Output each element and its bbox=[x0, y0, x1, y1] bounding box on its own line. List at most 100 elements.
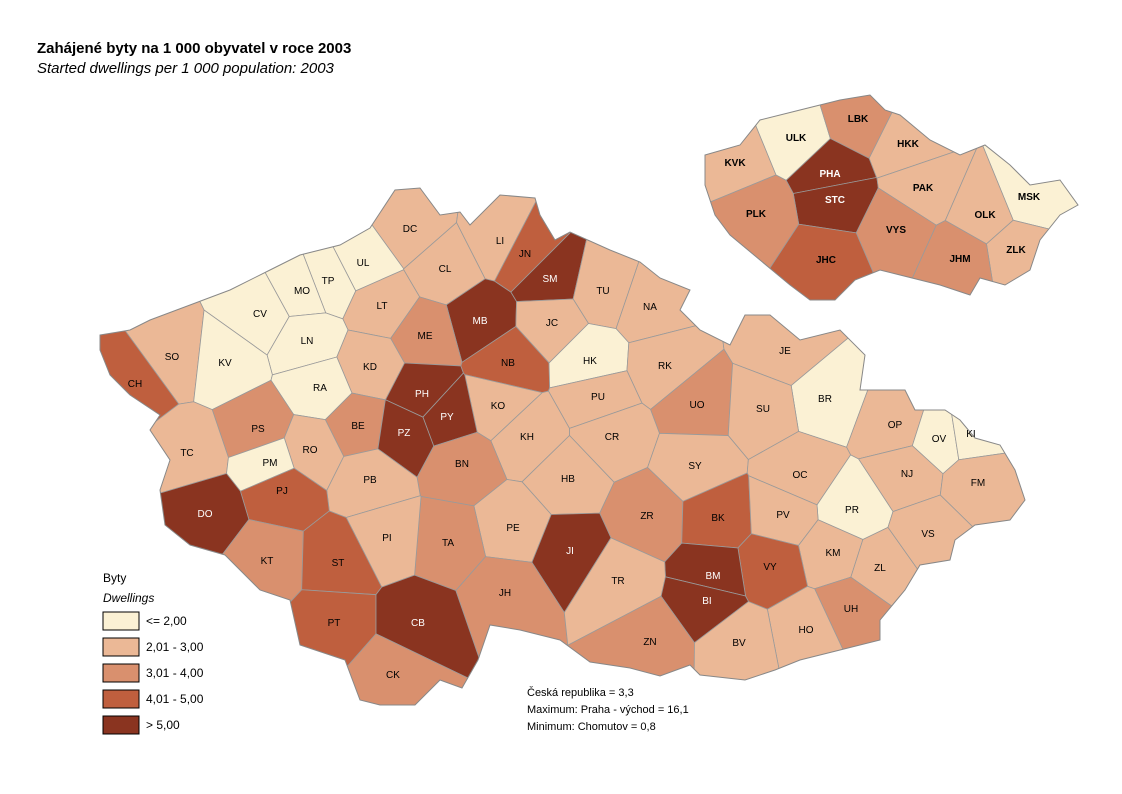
district-label: VYS bbox=[886, 225, 906, 236]
district-label: PB bbox=[363, 475, 377, 486]
district-label: VS bbox=[921, 529, 935, 540]
legend-swatch bbox=[102, 611, 140, 631]
district-label: MB bbox=[473, 316, 488, 327]
district-label: PT bbox=[328, 618, 341, 629]
district bbox=[986, 219, 1078, 300]
district-label: KM bbox=[826, 548, 841, 559]
district-label: OV bbox=[932, 434, 947, 445]
district-label: CK bbox=[386, 670, 400, 681]
district-label: CV bbox=[253, 309, 267, 320]
title: Zahájené byty na 1 000 obyvatel v roce 2… bbox=[37, 40, 351, 57]
district-label: PV bbox=[776, 510, 790, 521]
district-label: ME bbox=[418, 331, 433, 342]
legend-label: <= 2,00 bbox=[146, 614, 187, 628]
note: Česká republika = 3,3 bbox=[527, 686, 634, 699]
district-label: HKK bbox=[897, 139, 919, 150]
district-label: RA bbox=[313, 383, 327, 394]
legend: <= 2,00 2,01 - 3,00 3,01 - 4,00 4,01 - 5,00… bbox=[102, 611, 204, 735]
district-label: KVK bbox=[724, 158, 746, 169]
district-label: JHC bbox=[816, 255, 836, 266]
district-label: OLK bbox=[974, 210, 996, 221]
district-label: BR bbox=[818, 394, 832, 405]
district-label: PAK bbox=[913, 183, 934, 194]
legend-label: 2,01 - 3,00 bbox=[146, 640, 204, 654]
note: Maximum: Praha - východ = 16,1 bbox=[527, 704, 689, 716]
district-label: PU bbox=[591, 392, 605, 403]
subtitle: Started dwellings per 1 000 population: … bbox=[37, 60, 335, 77]
district-label: KT bbox=[261, 556, 274, 567]
district-label: ZR bbox=[640, 511, 653, 522]
district-label: BI bbox=[702, 596, 711, 607]
district-label: BE bbox=[351, 421, 365, 432]
district-label: OC bbox=[793, 470, 808, 481]
legend-label: 4,01 - 5,00 bbox=[146, 692, 204, 706]
legend-label: 3,01 - 4,00 bbox=[146, 666, 204, 680]
district-label: LI bbox=[496, 236, 504, 247]
district-label: JI bbox=[566, 546, 574, 557]
district-label: UO bbox=[690, 400, 705, 411]
district-label: PJ bbox=[276, 486, 288, 497]
district-label: KV bbox=[218, 358, 232, 369]
legend-title: Byty bbox=[103, 571, 126, 585]
district-label: NA bbox=[643, 302, 657, 313]
legend-label: > 5,00 bbox=[146, 718, 180, 732]
district-label: PR bbox=[845, 505, 859, 516]
district-label: SM bbox=[543, 274, 558, 285]
district-label: LT bbox=[377, 301, 388, 312]
district-label: SO bbox=[165, 352, 180, 363]
district-label: JN bbox=[519, 249, 531, 260]
district-label: NJ bbox=[901, 469, 913, 480]
district-label: JHM bbox=[949, 254, 970, 265]
district-label: TA bbox=[442, 538, 454, 549]
district-label: RO bbox=[303, 445, 318, 456]
district-label: PY bbox=[440, 412, 454, 423]
district-label: KH bbox=[520, 432, 534, 443]
district-label: JE bbox=[779, 346, 791, 357]
district-label: BN bbox=[455, 459, 469, 470]
district-label: ZLK bbox=[1006, 245, 1026, 256]
district-label: MSK bbox=[1018, 192, 1041, 203]
district-label: HB bbox=[561, 474, 575, 485]
border bbox=[99, 187, 1026, 706]
district-label: BV bbox=[732, 638, 746, 649]
district-label: CR bbox=[605, 432, 619, 443]
legend-swatch bbox=[102, 689, 140, 709]
district-label: PZ bbox=[398, 428, 411, 439]
district-label: ZN bbox=[643, 637, 656, 648]
district-label: PS bbox=[251, 424, 265, 435]
district-label: BM bbox=[706, 571, 721, 582]
legend-swatch bbox=[102, 715, 140, 735]
district-label: CL bbox=[439, 264, 452, 275]
district-label: STC bbox=[825, 195, 845, 206]
district-label: BK bbox=[711, 513, 725, 524]
district-label: NB bbox=[501, 358, 515, 369]
legend-swatch bbox=[102, 637, 140, 657]
district-label: PE bbox=[506, 523, 520, 534]
district-label: DC bbox=[403, 224, 417, 235]
notes: Česká republika = 3,3 Maximum: Praha - vý… bbox=[527, 686, 689, 733]
district-label: ZL bbox=[874, 563, 886, 574]
district-label: KI bbox=[966, 429, 975, 440]
district-label: TR bbox=[611, 576, 624, 587]
border bbox=[704, 94, 1079, 301]
district-label: ST bbox=[332, 558, 345, 569]
district-label: OP bbox=[888, 420, 903, 431]
district-label: CB bbox=[411, 618, 425, 629]
district-label: PM bbox=[263, 458, 278, 469]
district-label: PHA bbox=[819, 169, 840, 180]
district-label: KO bbox=[491, 401, 506, 412]
district-label: KD bbox=[363, 362, 377, 373]
district-label: JH bbox=[499, 588, 511, 599]
district-label: LN bbox=[301, 336, 314, 347]
district-label: TU bbox=[596, 286, 609, 297]
district-label: CH bbox=[128, 379, 142, 390]
district-label: FM bbox=[971, 478, 985, 489]
district-label: ULK bbox=[786, 133, 807, 144]
district bbox=[887, 494, 1025, 705]
district-label: DO bbox=[198, 509, 213, 520]
district-label: HO bbox=[799, 625, 814, 636]
district-label: TC bbox=[180, 448, 193, 459]
district-label: LBK bbox=[848, 114, 869, 125]
